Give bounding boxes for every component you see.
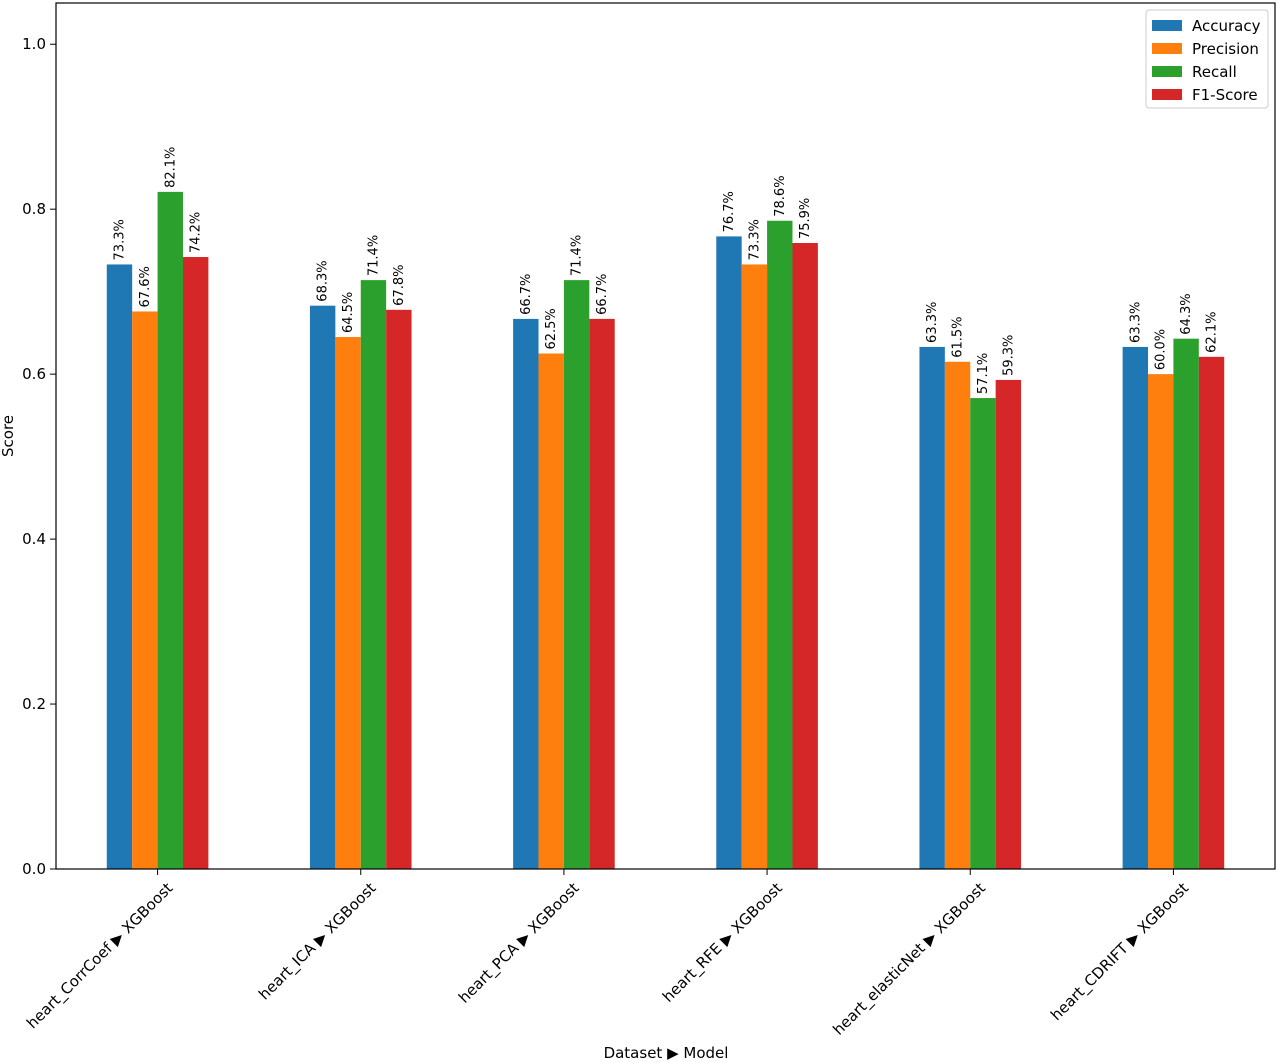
x-tick-label: heart_PCA ▶ XGBoost bbox=[455, 879, 583, 1007]
bar-value-label: 63.3% bbox=[1128, 302, 1143, 343]
y-tick-label: 0.4 bbox=[22, 530, 46, 548]
bar-value-label: 78.6% bbox=[773, 175, 788, 216]
bar-value-label: 64.3% bbox=[1179, 293, 1194, 334]
bar bbox=[538, 353, 564, 869]
bar-value-label: 61.5% bbox=[951, 316, 966, 357]
x-tick-label: heart_CDRIFT ▶ XGBoost bbox=[1047, 879, 1193, 1025]
bar-value-label: 66.7% bbox=[519, 274, 534, 315]
legend-entry-label: Recall bbox=[1192, 63, 1237, 81]
bar bbox=[309, 305, 336, 869]
bar-value-label: 75.9% bbox=[798, 198, 813, 239]
y-tick-label: 0.8 bbox=[22, 200, 46, 218]
x-axis: heart_CorrCoef ▶ XGBoost heart_ICA ▶ XGBo… bbox=[23, 869, 1193, 1039]
bar bbox=[513, 318, 539, 869]
legend-swatch bbox=[1152, 89, 1182, 100]
bar bbox=[919, 346, 945, 869]
bars-group bbox=[106, 191, 1225, 870]
y-tick-label: 1.0 bbox=[22, 35, 46, 53]
legend-entry-label: F1-Score bbox=[1192, 86, 1258, 104]
bar bbox=[335, 337, 361, 869]
bar-value-label: 67.6% bbox=[138, 266, 153, 307]
legend-entry-label: Precision bbox=[1192, 40, 1259, 58]
bar-value-label: 74.2% bbox=[189, 212, 204, 253]
bar-value-label: 64.5% bbox=[341, 292, 356, 333]
bar bbox=[944, 361, 971, 869]
bar bbox=[995, 379, 1022, 869]
bar bbox=[589, 318, 615, 869]
bar-value-label: 67.8% bbox=[392, 264, 407, 305]
bar bbox=[563, 280, 590, 869]
bar-value-label: 59.3% bbox=[1001, 335, 1016, 376]
bar bbox=[132, 311, 158, 870]
bar bbox=[1122, 346, 1149, 869]
plot-frame bbox=[55, 2, 1276, 870]
bar-value-label: 60.0% bbox=[1154, 329, 1169, 370]
bar bbox=[386, 309, 412, 869]
legend-swatch bbox=[1152, 20, 1182, 31]
legend-box bbox=[1145, 9, 1269, 109]
bar bbox=[1173, 338, 1199, 869]
bar bbox=[970, 398, 996, 869]
legend-swatch bbox=[1152, 43, 1182, 54]
bar bbox=[792, 243, 818, 869]
legend: Accuracy Precision Recall F1-Score bbox=[1145, 9, 1269, 109]
bar-value-label: 71.4% bbox=[366, 235, 381, 276]
bar-value-label: 57.1% bbox=[976, 353, 991, 394]
bar bbox=[1198, 356, 1225, 869]
x-axis-label: Dataset ▶ Model bbox=[604, 1044, 729, 1062]
y-tick-label: 0.6 bbox=[22, 365, 46, 383]
bar-value-label: 63.3% bbox=[925, 302, 940, 343]
x-tick-label: heart_RFE ▶ XGBoost bbox=[659, 879, 787, 1007]
bar bbox=[106, 264, 133, 869]
bar-value-label: 62.1% bbox=[1205, 312, 1220, 353]
y-tick-label: 0.0 bbox=[22, 860, 46, 878]
legend-entry-label: Accuracy bbox=[1192, 17, 1261, 35]
bar bbox=[1148, 374, 1174, 869]
x-tick-label: heart_elasticNet ▶ XGBoost bbox=[829, 879, 989, 1039]
bar-value-label: 73.3% bbox=[747, 219, 762, 260]
y-tick-label: 0.2 bbox=[22, 695, 46, 713]
bar bbox=[182, 257, 209, 869]
bar-value-label: 82.1% bbox=[163, 147, 178, 188]
x-tick-label: heart_CorrCoef ▶ XGBoost bbox=[23, 879, 177, 1033]
bar bbox=[767, 220, 793, 870]
legend-swatch bbox=[1152, 66, 1182, 77]
bar-value-label: 68.3% bbox=[316, 260, 331, 301]
bar-value-label: 71.4% bbox=[570, 235, 585, 276]
bar-value-label: 62.5% bbox=[544, 308, 559, 349]
bar bbox=[741, 264, 768, 869]
bar-value-label: 76.7% bbox=[722, 191, 737, 232]
bar bbox=[157, 191, 183, 869]
bar bbox=[716, 236, 742, 869]
y-axis-label: Score bbox=[0, 415, 17, 457]
bar-labels-group: 73.3% 67.6% 82.1% 74.2% 68.3% 64.5% 71.4% 67.8%… bbox=[112, 147, 1219, 395]
bar-value-label: 73.3% bbox=[112, 219, 127, 260]
bar bbox=[360, 280, 387, 869]
y-axis: 0.0 0.2 0.4 0.6 0.8 1.0 bbox=[22, 35, 56, 878]
x-tick-label: heart_ICA ▶ XGBoost bbox=[255, 879, 380, 1004]
bar-value-label: 66.7% bbox=[595, 274, 610, 315]
